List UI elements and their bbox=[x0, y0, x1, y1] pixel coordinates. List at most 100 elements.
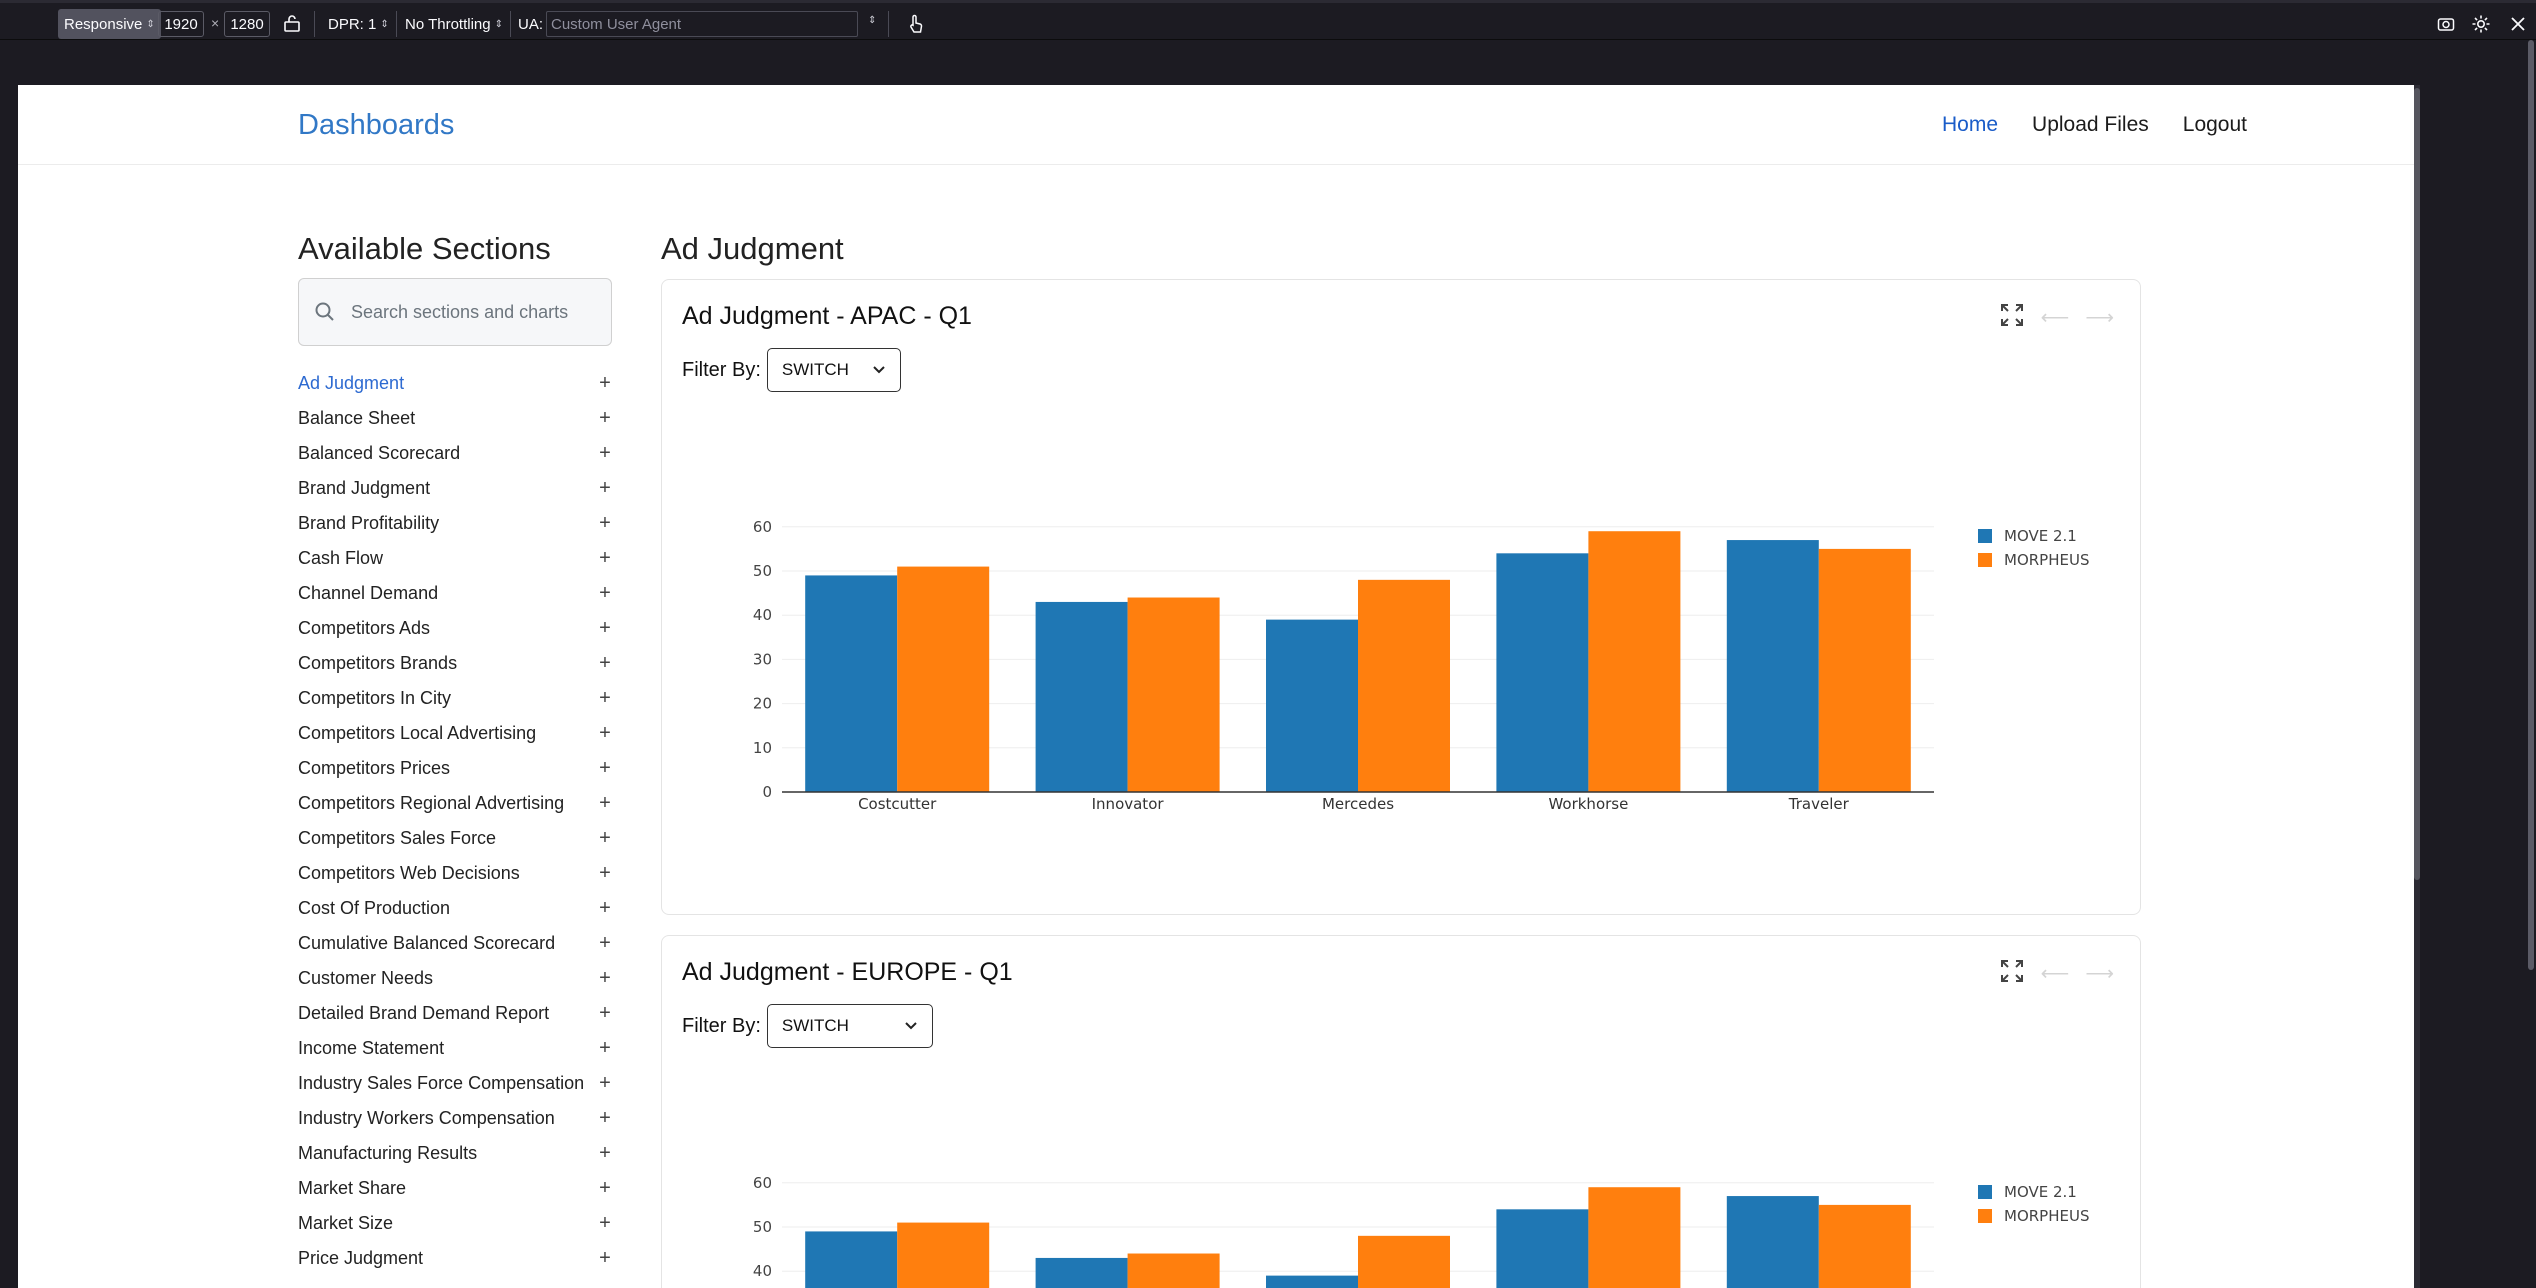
page-scrollbar-thumb[interactable] bbox=[2414, 88, 2420, 880]
settings-gear-icon[interactable] bbox=[2469, 12, 2493, 36]
plus-icon[interactable]: + bbox=[598, 582, 612, 605]
bar[interactable] bbox=[1266, 620, 1358, 792]
plus-icon[interactable]: + bbox=[598, 547, 612, 570]
sidebar-item[interactable]: Balance Sheet + bbox=[298, 401, 612, 436]
plus-icon[interactable]: + bbox=[598, 617, 612, 640]
touch-simulation-icon[interactable] bbox=[904, 12, 928, 36]
bar[interactable] bbox=[1727, 1196, 1819, 1288]
bar[interactable] bbox=[1036, 602, 1128, 792]
sidebar-item[interactable]: Ad Judgment + bbox=[298, 366, 612, 401]
plus-icon[interactable]: + bbox=[598, 1107, 612, 1130]
plus-icon[interactable]: + bbox=[598, 1002, 612, 1025]
plus-icon[interactable]: + bbox=[598, 1037, 612, 1060]
viewport-height-input[interactable]: 1280 bbox=[224, 11, 270, 37]
nav-home-link[interactable]: Home bbox=[1942, 113, 1998, 137]
bar[interactable] bbox=[1358, 1236, 1450, 1288]
plus-icon[interactable]: + bbox=[598, 687, 612, 710]
plus-icon[interactable]: + bbox=[598, 757, 612, 780]
dpr-selector[interactable]: DPR: 1 ⇕ bbox=[322, 9, 395, 39]
plus-icon[interactable]: + bbox=[598, 407, 612, 430]
sidebar-item[interactable]: Market Size + bbox=[298, 1206, 612, 1241]
brand-logo[interactable]: Dashboards bbox=[298, 109, 454, 142]
plus-icon[interactable]: + bbox=[598, 1072, 612, 1095]
bar[interactable] bbox=[1358, 580, 1450, 792]
y-tick-label: 40 bbox=[753, 606, 772, 624]
bar[interactable] bbox=[897, 567, 989, 792]
rotate-icon[interactable] bbox=[280, 12, 304, 36]
close-icon[interactable] bbox=[2506, 12, 2530, 36]
bar[interactable] bbox=[897, 1223, 989, 1288]
nav-upload-files-link[interactable]: Upload Files bbox=[2032, 113, 2149, 137]
sidebar-item[interactable]: Competitors Prices + bbox=[298, 751, 612, 786]
sidebar-item[interactable]: Cumulative Balanced Scorecard + bbox=[298, 926, 612, 961]
sidebar-item[interactable]: Brand Profitability + bbox=[298, 506, 612, 541]
sidebar-item[interactable]: Customer Needs + bbox=[298, 961, 612, 996]
search-input[interactable]: Search sections and charts bbox=[298, 278, 612, 346]
bar[interactable] bbox=[1588, 1187, 1680, 1288]
sidebar-item[interactable]: Competitors Regional Advertising + bbox=[298, 786, 612, 821]
bar[interactable] bbox=[1128, 598, 1220, 792]
sidebar-item[interactable]: Cost Of Production + bbox=[298, 891, 612, 926]
bar[interactable] bbox=[1496, 553, 1588, 792]
sidebar-item[interactable]: Price Judgment + bbox=[298, 1241, 612, 1276]
plus-icon[interactable]: + bbox=[598, 932, 612, 955]
sidebar-item[interactable]: Competitors Brands + bbox=[298, 646, 612, 681]
user-agent-input[interactable]: Custom User Agent bbox=[546, 11, 858, 37]
plus-icon[interactable]: + bbox=[598, 1142, 612, 1165]
bar[interactable] bbox=[1819, 549, 1911, 792]
sidebar-item[interactable]: Competitors Ads + bbox=[298, 611, 612, 646]
bar[interactable] bbox=[1588, 531, 1680, 792]
device-selector[interactable]: Responsive ⇕ bbox=[58, 9, 161, 39]
sidebar-item-label: Industry Workers Compensation bbox=[298, 1108, 555, 1129]
sidebar-item[interactable]: Income Statement + bbox=[298, 1031, 612, 1066]
bar[interactable] bbox=[1036, 1258, 1128, 1288]
plus-icon[interactable]: + bbox=[598, 722, 612, 745]
sidebar-item[interactable]: Market Share + bbox=[298, 1171, 612, 1206]
plus-icon[interactable]: + bbox=[598, 372, 612, 395]
devtools-scrollbar[interactable] bbox=[2528, 40, 2534, 970]
search-placeholder: Search sections and charts bbox=[351, 302, 568, 323]
sidebar-item[interactable]: Manufacturing Results + bbox=[298, 1136, 612, 1171]
throttling-selector[interactable]: No Throttling ⇕ bbox=[399, 9, 509, 39]
sidebar-item-label: Customer Needs bbox=[298, 968, 433, 989]
plus-icon[interactable]: + bbox=[598, 512, 612, 535]
plus-icon[interactable]: + bbox=[598, 827, 612, 850]
sidebar-item[interactable]: Competitors In City + bbox=[298, 681, 612, 716]
bar[interactable] bbox=[1266, 1276, 1358, 1288]
sidebar-item[interactable]: Competitors Local Advertising + bbox=[298, 716, 612, 751]
plus-icon[interactable]: + bbox=[598, 477, 612, 500]
screenshot-icon[interactable] bbox=[2434, 12, 2458, 36]
bar[interactable] bbox=[805, 575, 897, 792]
nav-logout-link[interactable]: Logout bbox=[2183, 113, 2247, 137]
legend-label: MOVE 2.1 bbox=[2004, 527, 2077, 545]
y-tick-label: 20 bbox=[753, 695, 772, 713]
sidebar-item[interactable]: Brand Judgment + bbox=[298, 471, 612, 506]
plus-icon[interactable]: + bbox=[598, 1247, 612, 1270]
bar[interactable] bbox=[1496, 1209, 1588, 1288]
bar[interactable] bbox=[1727, 540, 1819, 792]
plus-icon[interactable]: + bbox=[598, 1177, 612, 1200]
plus-icon[interactable]: + bbox=[598, 652, 612, 675]
viewport-width-input[interactable]: 1920 bbox=[158, 11, 204, 37]
top-navbar: Dashboards Home Upload Files Logout bbox=[18, 85, 2418, 165]
sidebar-item-label: Balance Sheet bbox=[298, 408, 415, 429]
sidebar-item[interactable]: Cash Flow + bbox=[298, 541, 612, 576]
sidebar-item[interactable]: Industry Sales Force Compensation + bbox=[298, 1066, 612, 1101]
plus-icon[interactable]: + bbox=[598, 442, 612, 465]
updown-icon[interactable]: ⇕ bbox=[868, 15, 876, 26]
sidebar-item[interactable]: Detailed Brand Demand Report + bbox=[298, 996, 612, 1031]
bar[interactable] bbox=[1128, 1254, 1220, 1288]
bar[interactable] bbox=[1819, 1205, 1911, 1288]
bar[interactable] bbox=[805, 1231, 897, 1288]
sidebar-item[interactable]: Industry Workers Compensation + bbox=[298, 1101, 612, 1136]
sidebar-item[interactable]: Competitors Web Decisions + bbox=[298, 856, 612, 891]
sidebar-item[interactable]: Balanced Scorecard + bbox=[298, 436, 612, 471]
plus-icon[interactable]: + bbox=[598, 897, 612, 920]
y-tick-label: 0 bbox=[762, 783, 772, 801]
sidebar-item[interactable]: Competitors Sales Force + bbox=[298, 821, 612, 856]
sidebar-item[interactable]: Channel Demand + bbox=[298, 576, 612, 611]
plus-icon[interactable]: + bbox=[598, 862, 612, 885]
plus-icon[interactable]: + bbox=[598, 1212, 612, 1235]
plus-icon[interactable]: + bbox=[598, 792, 612, 815]
plus-icon[interactable]: + bbox=[598, 967, 612, 990]
